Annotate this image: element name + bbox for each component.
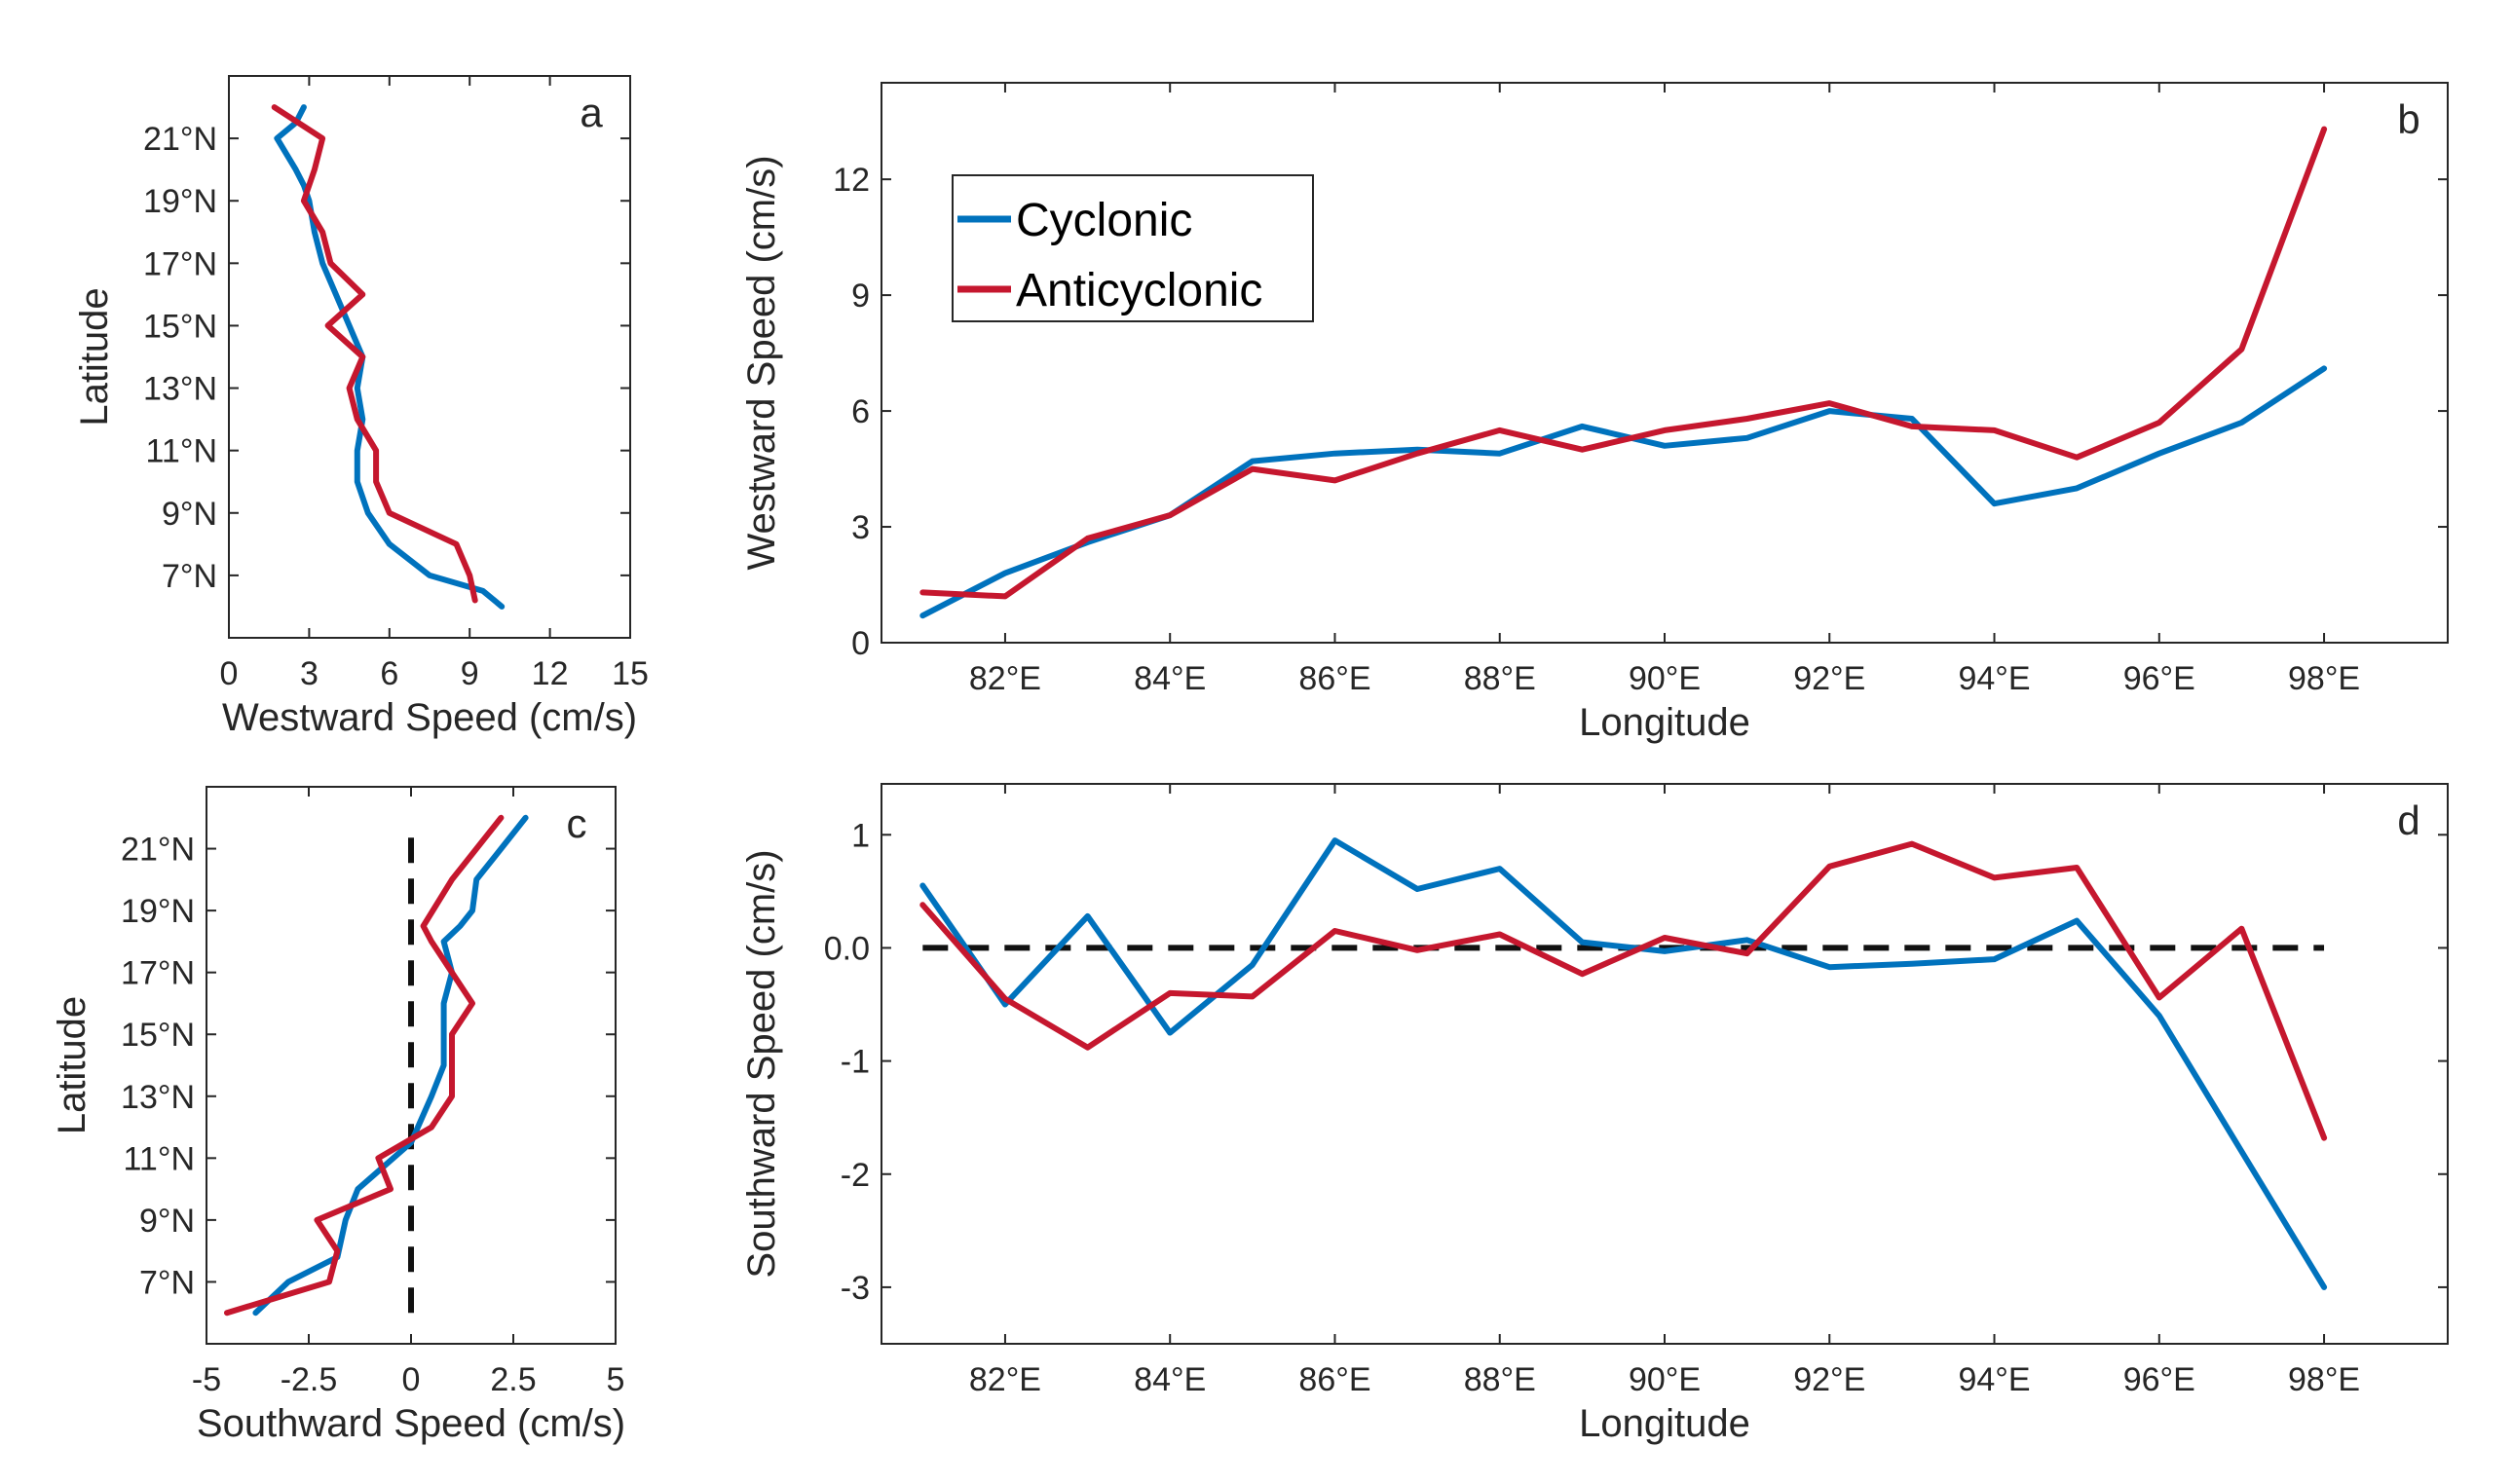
panel-label: d (2397, 798, 2419, 843)
x-tick-label: 12 (532, 655, 569, 692)
y-tick-label: 17°N (121, 955, 195, 992)
x-tick-label: 0 (402, 1361, 421, 1398)
panel-d: 82°E 84°E 86°E 88°E 90°E 92°E 94°E 96°E 98°E -3 -2… (740, 783, 2449, 1445)
y-tick-label: 21°N (121, 832, 195, 869)
x-tick-label: 88°E (1464, 1361, 1536, 1398)
y-tick-label: 0.0 (824, 930, 870, 967)
x-tick-label: 5 (607, 1361, 625, 1398)
x-tick-label: 98°E (2288, 1361, 2360, 1398)
panel-b: 82°E 84°E 86°E 88°E 90°E 92°E 94°E 96°E 98°E 0 3 6 9… (740, 82, 2449, 744)
legend-label-anticyclonic: Anticyclonic (1016, 265, 1262, 316)
x-tick-label: 92°E (1793, 660, 1865, 697)
x-tick-label: 90°E (1629, 660, 1701, 697)
x-tick-label: 98°E (2288, 660, 2360, 697)
y-tick-label: 15°N (121, 1017, 195, 1054)
cyclonic-series-line (919, 365, 2328, 619)
x-axis-label: Westward Speed (cm/s) (222, 696, 637, 739)
y-tick-label: 9°N (162, 496, 217, 533)
x-tick-label: 86°E (1298, 660, 1370, 697)
y-tick-label: 6 (851, 393, 870, 430)
x-tick-label: 9 (461, 655, 479, 692)
x-tick-label: 6 (380, 655, 398, 692)
panel-label: b (2397, 96, 2419, 142)
x-tick-label: 88°E (1464, 660, 1536, 697)
y-tick-label: -3 (841, 1270, 870, 1307)
y-tick-label: 11°N (124, 1140, 195, 1177)
y-tick-label: 19°N (143, 183, 217, 220)
y-tick-label: -1 (841, 1044, 870, 1081)
y-axis-label: Southward Speed (cm/s) (740, 849, 783, 1278)
y-tick-label: 12 (833, 162, 870, 199)
y-axis-label: Latitude (73, 287, 116, 426)
y-tick-label: 9°N (139, 1203, 195, 1240)
x-tick-label: 15 (612, 655, 649, 692)
cyclonic-series-line (274, 104, 506, 610)
x-tick-label: 82°E (969, 1361, 1041, 1398)
x-tick-label: 2.5 (490, 1361, 536, 1398)
y-tick-label: 11°N (146, 433, 217, 470)
anticyclonic-series-line (271, 104, 478, 604)
anticyclonic-series-line (919, 126, 2328, 600)
anticyclonic-series-line (919, 840, 2328, 1141)
anticyclonic-series-line (224, 814, 505, 1317)
x-axis-label: Longitude (1579, 701, 1750, 744)
x-tick-label: 94°E (1958, 1361, 2030, 1398)
y-tick-label: 15°N (143, 308, 217, 345)
axes-box (881, 82, 2449, 644)
x-tick-label: 94°E (1958, 660, 2030, 697)
y-axis-label: Latitude (51, 996, 94, 1134)
x-tick-label: 86°E (1298, 1361, 1370, 1398)
cyclonic-series-line (252, 814, 529, 1317)
y-tick-label: 13°N (121, 1079, 195, 1116)
x-tick-label: 3 (300, 655, 319, 692)
y-tick-label: 3 (851, 509, 870, 546)
x-tick-label: -2.5 (281, 1361, 338, 1398)
cyclonic-series-line (919, 837, 2328, 1290)
y-tick-label: 0 (851, 625, 870, 662)
legend-label-cyclonic: Cyclonic (1016, 195, 1192, 246)
y-tick-label: 17°N (143, 245, 217, 282)
panel-c: -5 -2.5 0 2.5 5 7°N 9°N 11°N 13°N 15°N 17°N 19°N 21°… (51, 786, 625, 1445)
x-tick-label: 96°E (2123, 1361, 2195, 1398)
y-tick-label: 1 (851, 817, 870, 854)
x-tick-label: 0 (220, 655, 239, 692)
panel-label: c (567, 800, 587, 846)
panel-a: 0 3 6 9 12 15 7°N 9°N 11°N 13°N 15°N 17°N 19°N 21°N We… (73, 75, 649, 739)
legend-box (952, 174, 1314, 322)
x-axis-label: Longitude (1579, 1402, 1750, 1445)
y-axis-label: Westward Speed (cm/s) (740, 155, 783, 570)
y-tick-label: 7°N (139, 1264, 195, 1301)
axes-box (228, 75, 631, 639)
y-tick-label: -2 (841, 1157, 870, 1194)
x-tick-label: 84°E (1134, 1361, 1206, 1398)
y-tick-label: 19°N (121, 893, 195, 930)
y-tick-label: 21°N (143, 121, 217, 158)
axes-box (881, 783, 2449, 1345)
x-axis-label: Southward Speed (cm/s) (197, 1402, 625, 1445)
x-tick-label: 90°E (1629, 1361, 1701, 1398)
y-tick-label: 13°N (143, 371, 217, 408)
x-tick-label: 84°E (1134, 660, 1206, 697)
y-tick-label: 9 (851, 278, 870, 315)
x-tick-label: 96°E (2123, 660, 2195, 697)
x-tick-label: 82°E (969, 660, 1041, 697)
panel-label: a (580, 90, 603, 135)
x-tick-label: 92°E (1793, 1361, 1865, 1398)
y-tick-label: 7°N (162, 558, 217, 595)
x-tick-label: -5 (192, 1361, 221, 1398)
